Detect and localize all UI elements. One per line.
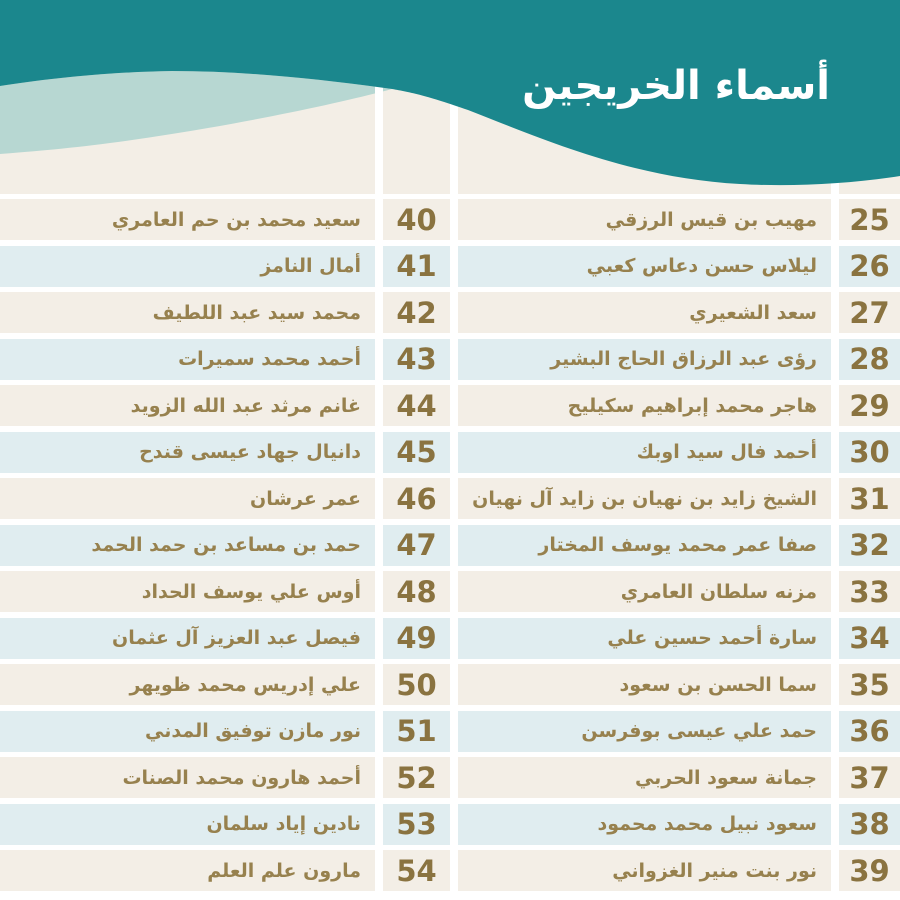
graduate-number: 43 — [383, 338, 450, 380]
graduate-row: حمد بن مساعد بن حمد الحمد 47 — [0, 524, 450, 566]
graduate-row: صفا عمر محمد يوسف المختار 32 — [458, 524, 900, 566]
graduate-row: أحمد محمد سميرات 43 — [0, 338, 450, 380]
graduate-name: أحمد فال سيد اوبك — [458, 431, 831, 473]
graduate-name: أحمد محمد سميرات — [0, 338, 375, 380]
graduate-name: نور بنت منير الغزواني — [458, 850, 831, 891]
graduate-number: 35 — [839, 664, 900, 705]
graduate-row: سما الحسن بن سعود 35 — [458, 664, 900, 705]
graduate-row: سعيد محمد بن حم العامري 40 — [0, 199, 450, 240]
graduate-row: أحمد فال سيد اوبك 30 — [458, 431, 900, 473]
graduate-row: سعود نبيل محمد محمود 38 — [458, 803, 900, 845]
graduate-number: 53 — [383, 803, 450, 845]
graduate-number: 46 — [383, 478, 450, 519]
graduate-row: مارون علم العلم 54 — [0, 850, 450, 891]
graduate-number: 51 — [383, 710, 450, 752]
graduate-name: حمد بن مساعد بن حمد الحمد — [0, 524, 375, 566]
graduate-name: سعد الشعيري — [458, 292, 831, 333]
graduate-row: غانم مرثد عبد الله الزويد 44 — [0, 385, 450, 426]
graduate-number: 30 — [839, 431, 900, 473]
graduate-row: نور مازن توفيق المدني 51 — [0, 710, 450, 752]
graduate-name: محمد سيد عبد اللطيف — [0, 292, 375, 333]
graduate-name: ليلاس حسن دعاس كعبي — [458, 245, 831, 287]
graduate-name: مزنه سلطان العامري — [458, 571, 831, 612]
graduate-number: 31 — [839, 478, 900, 519]
gutter-left-number — [375, 55, 383, 194]
graduate-name: علي إدريس محمد ظويهر — [0, 664, 375, 705]
graduate-number: 32 — [839, 524, 900, 566]
graduate-number: 25 — [839, 199, 900, 240]
graduate-number: 38 — [839, 803, 900, 845]
graduate-number: 49 — [383, 617, 450, 659]
graduate-name: هاجر محمد إبراهيم سكيليح — [458, 385, 831, 426]
graduate-row: سعد الشعيري 27 — [458, 292, 900, 333]
graduate-number: 28 — [839, 338, 900, 380]
graduate-number: 52 — [383, 757, 450, 798]
graduate-row: جمانة سعود الحربي 37 — [458, 757, 900, 798]
graduate-name: سما الحسن بن سعود — [458, 664, 831, 705]
graduate-row: هاجر محمد إبراهيم سكيليح 29 — [458, 385, 900, 426]
graduate-number: 50 — [383, 664, 450, 705]
graduates-column-25-39: مهيب بن قيس الرزقي 25 ليلاس حسن دعاس كعب… — [458, 199, 900, 897]
graduate-name: دانيال جهاد عيسى قندح — [0, 431, 375, 473]
graduate-row: نادين إياد سلمان 53 — [0, 803, 450, 845]
graduate-row: أوس علي يوسف الحداد 48 — [0, 571, 450, 612]
graduate-name: رؤى عبد الرزاق الحاج البشير — [458, 338, 831, 380]
graduate-name: نادين إياد سلمان — [0, 803, 375, 845]
graduate-name: أحمد هارون محمد الصنات — [0, 757, 375, 798]
graduate-row: نور بنت منير الغزواني 39 — [458, 850, 900, 891]
graduate-name: نور مازن توفيق المدني — [0, 710, 375, 752]
graduate-number: 27 — [839, 292, 900, 333]
header-wave-graphic — [0, 0, 900, 194]
graduate-row: ليلاس حسن دعاس كعبي 26 — [458, 245, 900, 287]
graduates-column-40-54: سعيد محمد بن حم العامري 40 أمال النامز 4… — [0, 199, 450, 897]
graduate-row: فيصل عبد العزيز آل عثمان 49 — [0, 617, 450, 659]
graduate-number: 26 — [839, 245, 900, 287]
graduate-name: أمال النامز — [0, 245, 375, 287]
graduate-number: 42 — [383, 292, 450, 333]
graduate-number: 36 — [839, 710, 900, 752]
graduate-number: 48 — [383, 571, 450, 612]
graduate-name: مهيب بن قيس الرزقي — [458, 199, 831, 240]
graduate-name: سارة أحمد حسين علي — [458, 617, 831, 659]
graduate-row: أحمد هارون محمد الصنات 52 — [0, 757, 450, 798]
gutter-center — [450, 55, 458, 194]
graduate-number: 29 — [839, 385, 900, 426]
graduate-row: عمر عرشان 46 — [0, 478, 450, 519]
graduate-number: 41 — [383, 245, 450, 287]
graduate-row: دانيال جهاد عيسى قندح 45 — [0, 431, 450, 473]
graduate-row: الشيخ زايد بن نهيان بن زايد آل نهيان 31 — [458, 478, 900, 519]
sage-wave — [0, 71, 392, 154]
graduate-name: أوس علي يوسف الحداد — [0, 571, 375, 612]
graduate-row: حمد علي عيسى بوفرسن 36 — [458, 710, 900, 752]
graduate-name: جمانة سعود الحربي — [458, 757, 831, 798]
graduate-name: مارون علم العلم — [0, 850, 375, 891]
graduate-name: فيصل عبد العزيز آل عثمان — [0, 617, 375, 659]
graduate-number: 39 — [839, 850, 900, 891]
graduate-name: صفا عمر محمد يوسف المختار — [458, 524, 831, 566]
graduate-number: 47 — [383, 524, 450, 566]
graduate-row: أمال النامز 41 — [0, 245, 450, 287]
graduate-name: عمر عرشان — [0, 478, 375, 519]
graduate-number: 34 — [839, 617, 900, 659]
graduate-number: 44 — [383, 385, 450, 426]
graduate-row: رؤى عبد الرزاق الحاج البشير 28 — [458, 338, 900, 380]
graduate-row: مهيب بن قيس الرزقي 25 — [458, 199, 900, 240]
graduate-name: سعود نبيل محمد محمود — [458, 803, 831, 845]
graduate-name: حمد علي عيسى بوفرسن — [458, 710, 831, 752]
graduate-number: 37 — [839, 757, 900, 798]
graduate-number: 54 — [383, 850, 450, 891]
graduate-row: مزنه سلطان العامري 33 — [458, 571, 900, 612]
teal-header-wave — [0, 0, 900, 186]
graduate-name: غانم مرثد عبد الله الزويد — [0, 385, 375, 426]
graduate-row: علي إدريس محمد ظويهر 50 — [0, 664, 450, 705]
graduate-name: سعيد محمد بن حم العامري — [0, 199, 375, 240]
graduate-number: 40 — [383, 199, 450, 240]
page-title: أسماء الخريجين — [522, 63, 830, 109]
graduate-name: الشيخ زايد بن نهيان بن زايد آل نهيان — [458, 478, 831, 519]
graduate-number: 33 — [839, 571, 900, 612]
graduate-row: سارة أحمد حسين علي 34 — [458, 617, 900, 659]
graduate-row: محمد سيد عبد اللطيف 42 — [0, 292, 450, 333]
graduate-number: 45 — [383, 431, 450, 473]
